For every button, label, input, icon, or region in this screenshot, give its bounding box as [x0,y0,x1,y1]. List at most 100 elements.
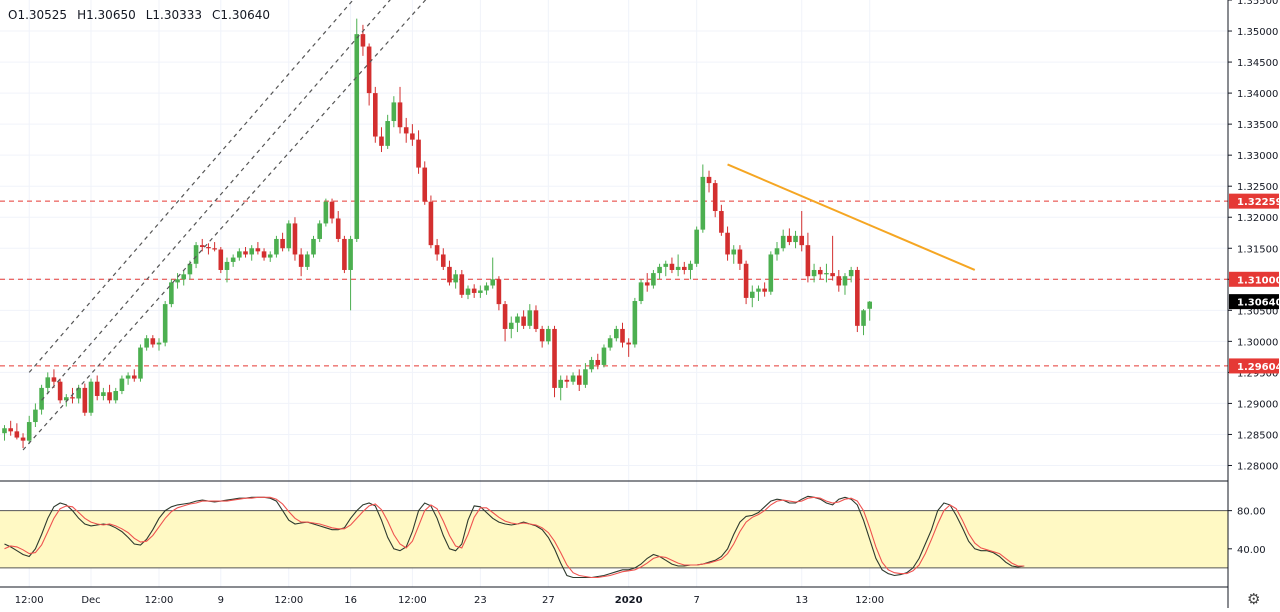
price-tag-bg [1229,358,1279,374]
candle [496,276,502,311]
candle-body [601,347,607,365]
price-tag-bg [1229,294,1279,310]
candle [51,369,57,388]
candle-body [719,211,724,233]
candle-body [323,201,329,224]
candle-body [144,338,149,348]
candle [527,304,533,329]
candle-body [397,102,403,128]
candle-body [595,359,601,365]
candle [558,375,563,401]
candle [824,263,829,283]
channel-upper[interactable] [28,0,412,373]
candle-body [255,248,261,252]
candle-body [484,285,489,291]
candle-body [243,251,248,255]
candle-body [360,34,366,47]
candle [354,18,360,243]
candle [842,273,848,295]
candle-body [737,249,743,264]
candle [335,211,341,243]
candle-body [508,322,514,329]
candle-body [280,238,285,249]
candle-body [138,347,143,379]
candle [644,273,650,292]
candle-body [206,247,211,249]
candle-body [830,273,835,277]
candle [855,266,860,333]
candle [657,263,662,280]
candle [8,420,13,436]
y-tick-label: 1.30000 [1237,337,1278,348]
candle [706,170,712,193]
candle-body [453,274,458,283]
candle [45,372,51,395]
resistance-trendline[interactable] [727,163,976,271]
stochastic-band [0,510,1228,569]
channel-middle[interactable] [41,0,450,401]
candle-body [156,342,162,345]
candle [601,344,607,368]
candle [261,248,267,261]
candle [348,235,353,311]
candle-body [552,328,557,388]
candle [719,204,724,236]
candle-body [187,263,193,275]
candle [848,266,854,283]
price-tag-label: 1.31000 [1237,275,1280,286]
candle-body [546,328,551,342]
candle-body [787,235,792,243]
candle-body [669,263,675,270]
x-tick-label: 13 [795,595,808,606]
y-tick-label: 1.35500 [1237,0,1278,7]
candle [286,220,292,252]
candle-body [64,397,69,401]
candle [280,232,285,252]
gear-icon[interactable]: ⚙ [1247,590,1261,608]
candle [861,309,866,336]
candle [131,369,137,382]
y-tick-label: 1.32500 [1237,182,1278,193]
candle-body [731,249,737,255]
candle [366,43,372,106]
grid [0,0,1228,587]
candle [552,325,557,398]
candle [397,86,403,134]
candle-body [410,133,415,140]
x-tick-label: 23 [474,595,487,606]
candle [162,301,168,347]
channel-lower[interactable] [22,0,487,451]
candle [515,313,520,333]
candle [521,310,526,329]
x-tick-label: 12:00 [15,595,44,606]
trend-lines[interactable] [22,0,976,451]
y-tick-label: 1.31500 [1237,244,1278,255]
candle [867,301,872,321]
candle [317,220,322,243]
x-tick-label: Dec [81,595,100,606]
candle [780,229,786,252]
candle [70,387,75,404]
candle [88,378,94,416]
x-tick-label: 2020 [615,595,643,606]
candle-body [162,304,168,343]
candle [94,375,100,401]
y-tick-label: 1.34500 [1237,58,1278,69]
candle-body [539,328,545,342]
candle [787,228,792,246]
candle [688,260,693,280]
y-tick-label: 1.33500 [1237,120,1278,131]
candle-body [434,245,440,255]
price-tag: 1.29604 [1229,358,1280,374]
candle-body [267,254,273,258]
candle-body [391,102,397,122]
candle-body [354,34,360,239]
ohlc-legend: O1.30525 H1.30650 L1.30333 C1.30640 [8,8,270,22]
close-value: C1.30640 [212,8,271,22]
candle-body [286,223,292,249]
candle-body [780,235,786,249]
candle-body [70,397,75,399]
